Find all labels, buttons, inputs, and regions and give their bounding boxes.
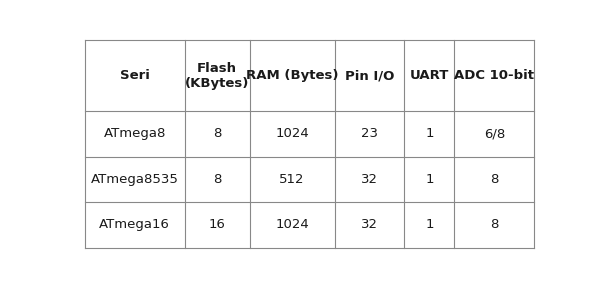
Text: ATmega8: ATmega8 — [104, 127, 166, 140]
Text: 1024: 1024 — [275, 218, 309, 231]
Text: 1024: 1024 — [275, 127, 309, 140]
Text: 1: 1 — [425, 127, 434, 140]
Text: 32: 32 — [361, 218, 378, 231]
Text: 1: 1 — [425, 173, 434, 186]
Text: Seri: Seri — [120, 69, 150, 82]
Text: 8: 8 — [213, 173, 221, 186]
Text: ATmega16: ATmega16 — [99, 218, 170, 231]
Text: 512: 512 — [279, 173, 305, 186]
Text: ADC 10-bit: ADC 10-bit — [454, 69, 535, 82]
Text: UART: UART — [410, 69, 449, 82]
Text: 23: 23 — [361, 127, 378, 140]
Text: 1: 1 — [425, 218, 434, 231]
Text: 32: 32 — [361, 173, 378, 186]
Text: 8: 8 — [490, 173, 498, 186]
Text: 6/8: 6/8 — [484, 127, 505, 140]
Text: 8: 8 — [490, 218, 498, 231]
Text: RAM (Bytes): RAM (Bytes) — [246, 69, 338, 82]
Text: Flash
(KBytes): Flash (KBytes) — [185, 62, 249, 90]
Text: ATmega8535: ATmega8535 — [91, 173, 179, 186]
Text: 8: 8 — [213, 127, 221, 140]
Text: Pin I/O: Pin I/O — [345, 69, 394, 82]
Text: 16: 16 — [209, 218, 226, 231]
